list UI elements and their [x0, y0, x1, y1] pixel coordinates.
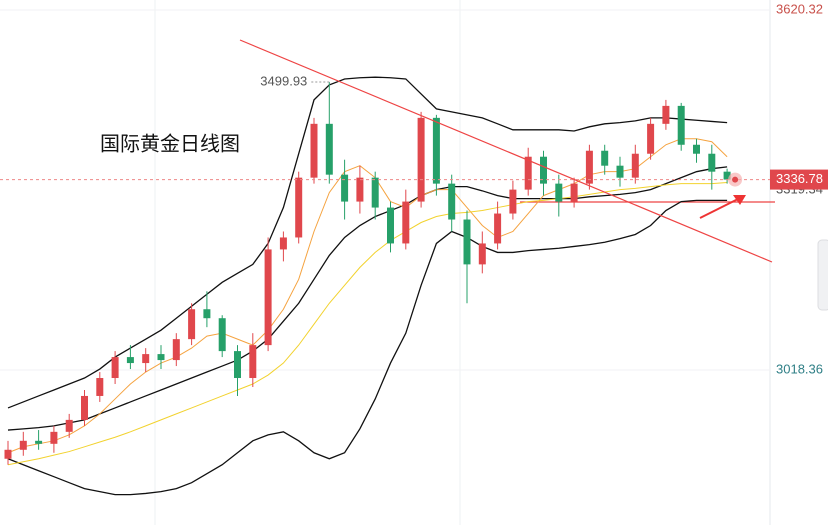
candle-body — [662, 105, 670, 124]
candle-body — [693, 144, 700, 154]
candle-body — [157, 354, 165, 361]
candle-body — [96, 378, 104, 396]
candle-body — [279, 237, 287, 250]
candle-body — [35, 440, 43, 444]
high-label: 3499.93 — [260, 73, 307, 88]
candle-body — [677, 105, 685, 145]
candle-body — [325, 123, 333, 175]
candle-body — [708, 153, 716, 172]
candle-body — [524, 156, 532, 190]
arrow-head — [733, 195, 746, 205]
candle-body — [371, 177, 379, 208]
candle-body — [432, 117, 440, 184]
candle-body — [478, 243, 486, 265]
last-price-box — [770, 169, 828, 190]
candle-body — [356, 177, 364, 202]
candle-body — [4, 449, 12, 459]
candle-body — [264, 249, 272, 346]
candle-body — [341, 174, 349, 202]
candle-body — [494, 213, 502, 244]
candle-body — [188, 309, 196, 340]
candle-body — [142, 354, 150, 364]
candle-body — [126, 357, 134, 364]
side-handle[interactable] — [817, 239, 828, 311]
candle-body — [417, 117, 425, 202]
indicator-line — [7, 166, 728, 431]
candle-body — [111, 357, 119, 379]
candle-body — [585, 150, 593, 184]
indicator-line — [7, 138, 728, 454]
candle-body — [295, 177, 303, 238]
candle-body — [647, 123, 655, 154]
candle-body — [310, 123, 318, 178]
candle-body — [234, 351, 241, 379]
indicator-line — [7, 76, 728, 409]
arrow-shaft — [699, 196, 743, 219]
trend-line — [239, 39, 773, 263]
candle-body — [387, 207, 394, 244]
candle-body — [50, 431, 58, 444]
candle-body — [509, 189, 517, 214]
candle-body — [65, 419, 73, 432]
candle-body — [81, 395, 88, 420]
candle-body — [19, 440, 27, 450]
candle-body — [616, 165, 624, 178]
indicator-line — [7, 181, 728, 466]
last-price-dot — [732, 176, 739, 183]
candle-body — [570, 183, 578, 202]
candle-body — [402, 201, 410, 244]
candle-body — [249, 345, 257, 379]
y-tick-label: 3018.36 — [776, 361, 823, 376]
candle-body — [463, 219, 471, 265]
candle-body — [631, 153, 639, 178]
candle-body — [555, 183, 563, 202]
candle-body — [601, 150, 609, 166]
chart-title: 国际黄金日线图 — [100, 132, 240, 155]
candle-body — [218, 318, 226, 352]
indicator-line — [7, 199, 728, 496]
candle-body — [540, 156, 547, 184]
candle-body — [203, 309, 211, 319]
candle-body — [723, 171, 731, 180]
y-tick-label: 3620.32 — [776, 1, 823, 16]
candle-body — [448, 183, 456, 220]
candle-body — [172, 339, 180, 361]
marks: 3499.93 — [0, 9, 775, 496]
last-price-label: 3336.78 — [776, 171, 823, 186]
